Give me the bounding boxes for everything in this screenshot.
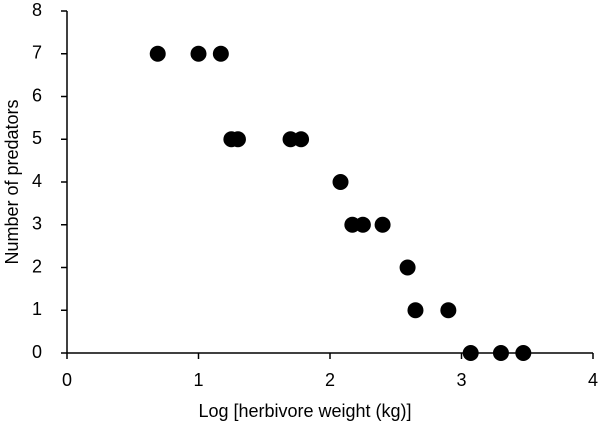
y-tick-label: 8 xyxy=(32,0,42,20)
y-axis-title: Number of predators xyxy=(2,99,22,264)
y-tick-label: 3 xyxy=(32,214,42,234)
y-tick-label: 7 xyxy=(32,43,42,63)
point xyxy=(190,45,207,62)
point xyxy=(399,259,416,276)
y-tick-label: 6 xyxy=(32,85,42,105)
point xyxy=(515,345,532,361)
point xyxy=(212,45,229,62)
point xyxy=(374,216,391,233)
point xyxy=(293,131,310,148)
y-tick-label: 5 xyxy=(32,128,42,148)
point xyxy=(407,302,424,319)
x-tick-label: 4 xyxy=(588,370,598,390)
point xyxy=(332,174,349,190)
x-tick-label: 0 xyxy=(62,370,72,390)
point xyxy=(440,302,457,319)
y-tick-label: 4 xyxy=(32,171,42,191)
y-tick-label: 2 xyxy=(32,256,42,276)
x-tick-label: 2 xyxy=(325,370,335,390)
x-axis-title: Log [herbivore weight (kg)] xyxy=(198,401,411,421)
y-tick-label: 0 xyxy=(32,342,42,362)
point xyxy=(462,345,479,361)
y-tick-label: 1 xyxy=(32,299,42,319)
point xyxy=(492,345,509,361)
x-tick-label: 1 xyxy=(193,370,203,390)
point xyxy=(149,45,166,62)
x-tick-label: 3 xyxy=(456,370,466,390)
point xyxy=(229,131,246,148)
point xyxy=(354,216,371,233)
